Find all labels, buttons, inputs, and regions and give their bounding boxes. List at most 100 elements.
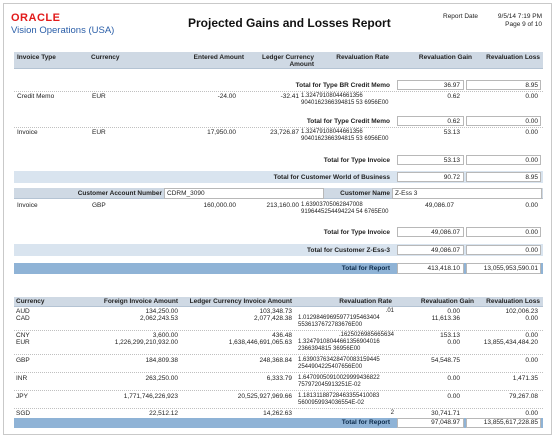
row-inv2-type: Invoice [17, 202, 38, 209]
cur-row-code: CNY [16, 332, 30, 339]
cur-row-foreign: 3,600.00 [152, 332, 178, 339]
row-cm-gain: 0.62 [447, 93, 460, 100]
total-report1-gain: 413,418.10 [427, 265, 460, 272]
cur-row-code: AUD [16, 308, 30, 315]
cur-row-ledger: 248,368.84 [259, 357, 292, 364]
col2-currency: Currency [16, 298, 45, 305]
row-cm-loss: 0.00 [525, 93, 538, 100]
cur-row-gain: 153.13 [440, 332, 460, 339]
page-number: Page 9 of 10 [505, 21, 542, 28]
total-cm-loss-box [466, 116, 541, 126]
col2-revaluation-rate: Revaluation Rate [339, 298, 392, 305]
total-cust1-loss-box [466, 172, 541, 182]
total-cust2-gain: 49,086.07 [431, 247, 460, 254]
cur-row-code: INR [16, 375, 28, 382]
row-separator [14, 408, 543, 409]
total-cust1-gain-box [397, 172, 464, 182]
cust2-acct-value: CDRM_3090 [167, 190, 205, 197]
cur-row-loss: 0.00 [525, 357, 538, 364]
total-cust2-loss-box [466, 245, 541, 255]
cur-row-gain: 0.00 [447, 393, 460, 400]
cur-row-foreign: 134,250.00 [145, 308, 178, 315]
cur-row-loss: 0.00 [525, 315, 538, 322]
col2-ledger-amount: Ledger Currency Invoice Amount [189, 298, 292, 305]
col2-revaluation-loss: Revaluation Loss [486, 298, 540, 305]
report-date-value: 9/5/14 7:19 PM [497, 13, 542, 20]
row-inv2-gain: 49,086.07 [425, 202, 454, 209]
cur-row-rate: .1625026985665634 [338, 332, 394, 338]
cur-row-loss: 79,267.08 [509, 393, 538, 400]
total-report1-label: Total for Report [341, 265, 390, 272]
row-inv-type: Invoice [17, 129, 38, 136]
total-cm-loss: 0.00 [525, 118, 538, 125]
total-inv2-label: Total for Type Invoice [323, 229, 390, 236]
cur-row-rate: 1.32479108044661356904016 2366394815 369… [298, 339, 380, 352]
cur-row-code: JPY [16, 393, 28, 400]
cur-row-rate: 1.64709050910029999436822 75797204591325… [298, 375, 380, 388]
col2-revaluation-gain: Revaluation Gain [420, 298, 474, 305]
cur-row-loss: 0.00 [525, 332, 538, 339]
cur-row-code: SGD [16, 410, 31, 417]
total-cm-gain: 0.62 [447, 118, 460, 125]
total-cust1-label: Total for Customer World of Business [273, 174, 390, 181]
cur-row-ledger: 1,638,446,691,065.63 [228, 339, 292, 346]
total-cust1-loss: 8.95 [525, 174, 538, 181]
row-inv-rate: 1.32479108044661356 9040162366394815 53 … [301, 129, 389, 142]
total-cust2-loss: 0.00 [525, 247, 538, 254]
total-br-gain-box [397, 80, 464, 90]
total-inv2-loss-box [466, 227, 541, 237]
row-separator [14, 91, 543, 92]
total-report2-gain-box [397, 418, 464, 428]
total-br-gain: 36.97 [443, 82, 460, 89]
total-inv-label: Total for Type Invoice [323, 157, 390, 164]
cur-row-loss: 0.00 [525, 410, 538, 417]
row-inv2-loss: 0.00 [525, 202, 538, 209]
total-inv-gain-box [397, 155, 464, 165]
row-inv2-entered: 160,000.00 [203, 202, 236, 209]
cur-row-foreign: 184,809.38 [145, 357, 178, 364]
total-report2-label: Total for Report [341, 419, 390, 426]
cust2-acct-box [164, 188, 324, 199]
total-report2-loss-box [466, 418, 541, 428]
total-cust1-gain: 90.72 [443, 174, 460, 181]
cust2-name-label: Customer Name [340, 190, 390, 197]
oracle-logo: ORACLE [11, 12, 61, 24]
row-inv-entered: 17,950.00 [207, 129, 236, 136]
total-inv2-gain-box [397, 227, 464, 237]
row-separator [14, 372, 543, 373]
row-inv2-ledger: 213,160.00 [266, 202, 299, 209]
col-entered-amount: Entered Amount [193, 54, 244, 61]
cur-row-code: CAD [16, 315, 30, 322]
total-inv2-loss: 0.00 [525, 229, 538, 236]
total-br-loss: 8.95 [525, 82, 538, 89]
row-inv2-currency: GBP [92, 202, 106, 209]
cur-row-foreign: 2,062,243.53 [140, 315, 178, 322]
row-inv-gain: 53.13 [443, 129, 460, 136]
row-separator [14, 390, 543, 391]
row-separator [14, 354, 543, 355]
total-report2-gain: 97,048.97 [431, 419, 460, 426]
total-inv-loss-box [466, 155, 541, 165]
col-currency: Currency [91, 54, 120, 61]
col-ledger-currency-amount: Ledger Currency Amount [261, 54, 314, 68]
cur-row-foreign: 263,250.00 [145, 375, 178, 382]
cur-row-ledger: 2,077,428.38 [254, 315, 292, 322]
row-cm-type: Credit Memo [17, 93, 55, 100]
report-date-label: Report Date [443, 13, 479, 20]
cur-row-ledger: 6,333.79 [266, 375, 292, 382]
organization-name: Vision Operations (USA) [11, 25, 115, 36]
table2-header: Currency Foreign Invoice Amount Ledger C… [14, 297, 543, 307]
table1-header: Invoice Type Currency Entered Amount Led… [14, 52, 543, 69]
cur-row-ledger: 103,348.73 [259, 308, 292, 315]
row-separator [14, 330, 543, 331]
row-cm-rate: 1.32479108044661356 9040162366394815 53 … [301, 93, 389, 106]
cur-row-gain: 0.00 [447, 375, 460, 382]
cur-row-loss: 102,006.23 [505, 308, 538, 315]
total-br-label: Total for Type BR Credit Memo [295, 82, 390, 89]
total-inv2-gain: 49,086.07 [431, 229, 460, 236]
row-cm-ledger: -32.41 [280, 93, 299, 100]
col-revaluation-loss: Revaluation Loss [486, 54, 540, 61]
cur-row-ledger: 14,262.63 [263, 410, 292, 417]
row-inv-ledger: 23,726.87 [270, 129, 299, 136]
total-cm-label: Total for Type Credit Memo [306, 118, 390, 125]
